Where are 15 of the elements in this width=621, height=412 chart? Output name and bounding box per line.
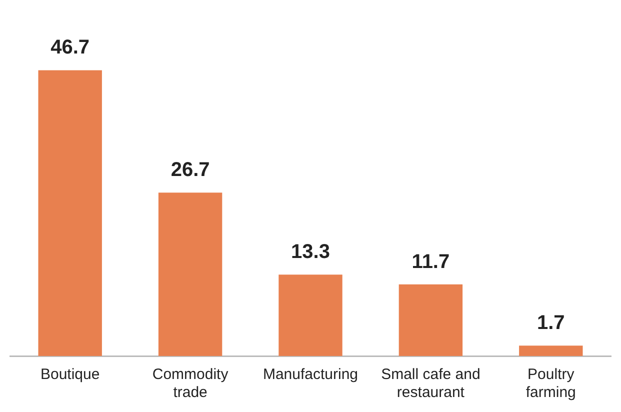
bar bbox=[278, 274, 342, 356]
x-tick-label: Manufacturing bbox=[262, 366, 358, 384]
data-label: 26.7 bbox=[170, 159, 210, 182]
bar bbox=[519, 346, 583, 356]
x-tick-label: Commodity trade bbox=[152, 366, 229, 402]
x-tick-label: Poultry farming bbox=[526, 366, 576, 402]
x-tick-label: Small cafe and restaurant bbox=[381, 366, 480, 402]
bar bbox=[398, 284, 463, 356]
data-label: 11.7 bbox=[412, 250, 450, 273]
data-label: 1.7 bbox=[536, 312, 565, 334]
bar bbox=[38, 70, 102, 356]
x-tick-label: Boutique bbox=[40, 366, 100, 384]
bar bbox=[158, 192, 222, 356]
data-label: 13.3 bbox=[291, 241, 330, 264]
data-label: 46.7 bbox=[50, 36, 90, 59]
